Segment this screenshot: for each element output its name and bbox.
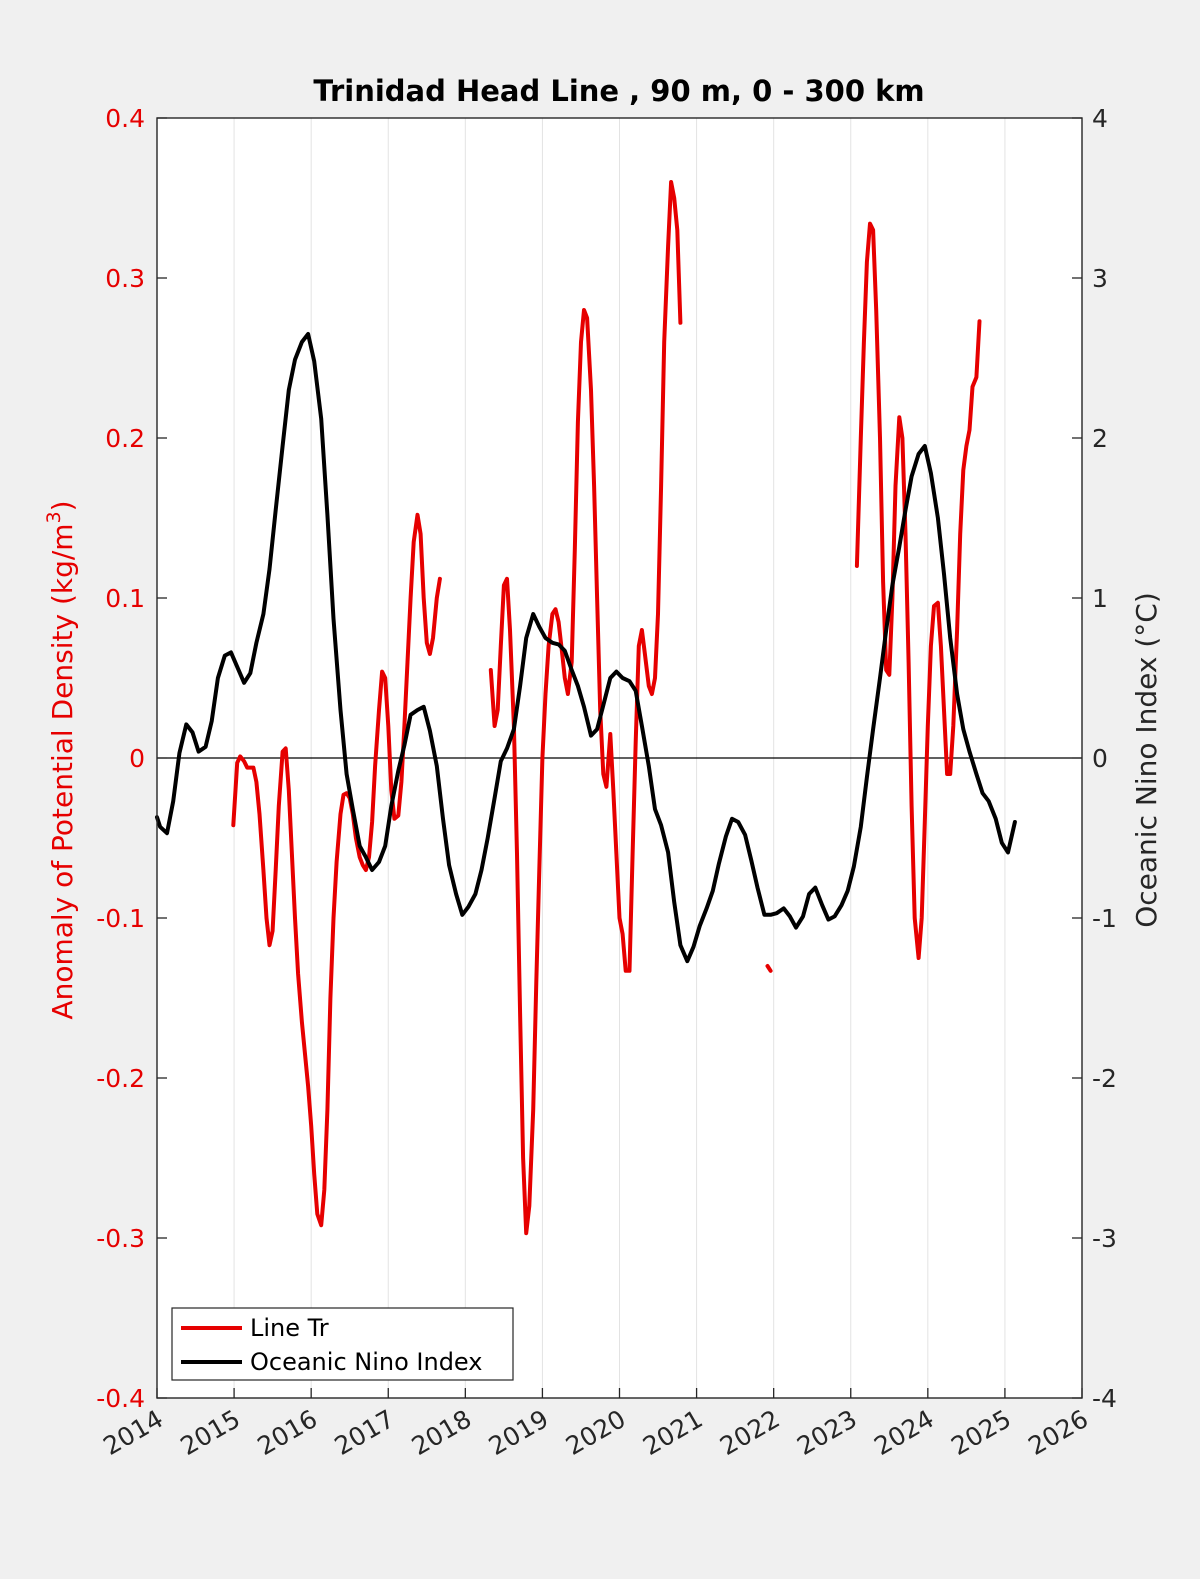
- density-anomaly-line: [854, 221, 982, 960]
- x-tick-label: 2022: [715, 1404, 785, 1461]
- x-tick-label: 2017: [330, 1404, 400, 1461]
- y-right-tick-label: 2: [1092, 424, 1108, 453]
- x-tick-label: 2019: [484, 1404, 554, 1461]
- y-axis-left-label-end: ): [46, 500, 79, 511]
- y-right-tick-label: 4: [1092, 104, 1108, 133]
- tick-marks: [156, 117, 1083, 1399]
- chart-title: Trinidad Head Line , 90 m, 0 - 300 km: [313, 74, 924, 108]
- y-right-tick-label: 1: [1092, 584, 1108, 613]
- density-anomaly-line: [488, 180, 683, 1236]
- legend: Line Tr Oceanic Nino Index: [171, 1307, 514, 1381]
- y-right-tick-label: -1: [1092, 904, 1117, 933]
- x-tick-label: 2025: [946, 1404, 1016, 1461]
- legend-box: [171, 1307, 514, 1381]
- y-left-tick-label: -0.2: [96, 1064, 145, 1093]
- y-right-tick-label: -2: [1092, 1064, 1117, 1093]
- y-right-tick-label: -3: [1092, 1224, 1117, 1253]
- y-left-tick-label: -0.3: [96, 1224, 145, 1253]
- series-layer: [155, 180, 1017, 1236]
- x-tick-label: 2026: [1023, 1404, 1093, 1461]
- y-left-tick-label: 0.1: [105, 584, 145, 613]
- x-tick-label: 2015: [175, 1404, 245, 1461]
- legend-label-oni: Oceanic Nino Index: [250, 1348, 482, 1376]
- y-axis-right-label: Oceanic Nino Index (°C): [1130, 592, 1163, 928]
- y-axis-left-label-main: Anomaly of Potential Density (kg/m: [46, 523, 79, 1019]
- x-tick-label: 2023: [792, 1404, 862, 1461]
- y-left-tick-label: -0.4: [96, 1384, 145, 1413]
- x-tick-label: 2018: [407, 1404, 477, 1461]
- x-tick-label: 2020: [561, 1404, 631, 1461]
- y-left-tick-label: 0.4: [105, 104, 145, 133]
- density-anomaly-line: [231, 512, 442, 1228]
- density-anomaly-line: [765, 964, 773, 973]
- legend-label-line-tr: Line Tr: [250, 1314, 329, 1342]
- y-left-tick-label: 0.3: [105, 264, 145, 293]
- y-right-tick-label: 3: [1092, 264, 1108, 293]
- y-axis-left-label: Anomaly of Potential Density (kg/m3): [43, 500, 79, 1019]
- x-tick-label: 2024: [869, 1404, 939, 1461]
- y-right-tick-label: 0: [1092, 744, 1108, 773]
- y-right-tick-label: -4: [1092, 1384, 1117, 1413]
- y-axis-left-label-superscript: 3: [43, 511, 65, 523]
- oni-line: [155, 332, 1017, 964]
- y-left-tick-label: -0.1: [96, 904, 145, 933]
- x-tick-label: 2021: [638, 1404, 708, 1461]
- y-left-tick-label: 0: [129, 744, 145, 773]
- x-tick-label: 2016: [253, 1404, 323, 1461]
- y-left-tick-label: 0.2: [105, 424, 145, 453]
